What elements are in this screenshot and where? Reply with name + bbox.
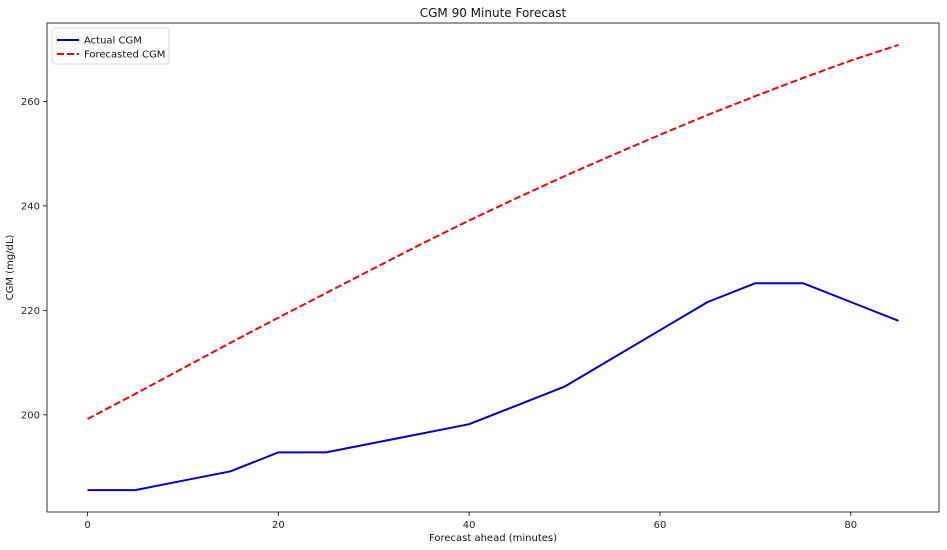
chart-title: CGM 90 Minute Forecast [420,6,567,20]
x-tick-label: 20 [272,520,285,531]
y-tick-label: 260 [21,97,40,108]
x-tick-label: 60 [654,520,667,531]
x-tick-label: 40 [463,520,476,531]
plot-area [87,43,899,492]
plot-frame [46,22,940,513]
legend: Actual CGM Forecasted CGM [51,27,170,65]
y-axis-label: CGM (mg/dL) [5,235,16,301]
series-line-1 [87,43,899,420]
y-tick-label: 220 [21,306,40,317]
series-line-0 [87,282,899,492]
x-axis-label: Forecast ahead (minutes) [429,533,557,544]
legend-label-0: Actual CGM [84,36,142,47]
x-tick-label: 0 [84,520,90,531]
legend-box [51,27,170,65]
x-tick-label: 80 [844,520,857,531]
axis-ticks: 0 20 40 60 80 200 220 240 260 [21,97,857,531]
legend-label-1: Forecasted CGM [84,50,165,61]
y-tick-label: 240 [21,201,40,212]
y-tick-label: 200 [21,410,40,421]
